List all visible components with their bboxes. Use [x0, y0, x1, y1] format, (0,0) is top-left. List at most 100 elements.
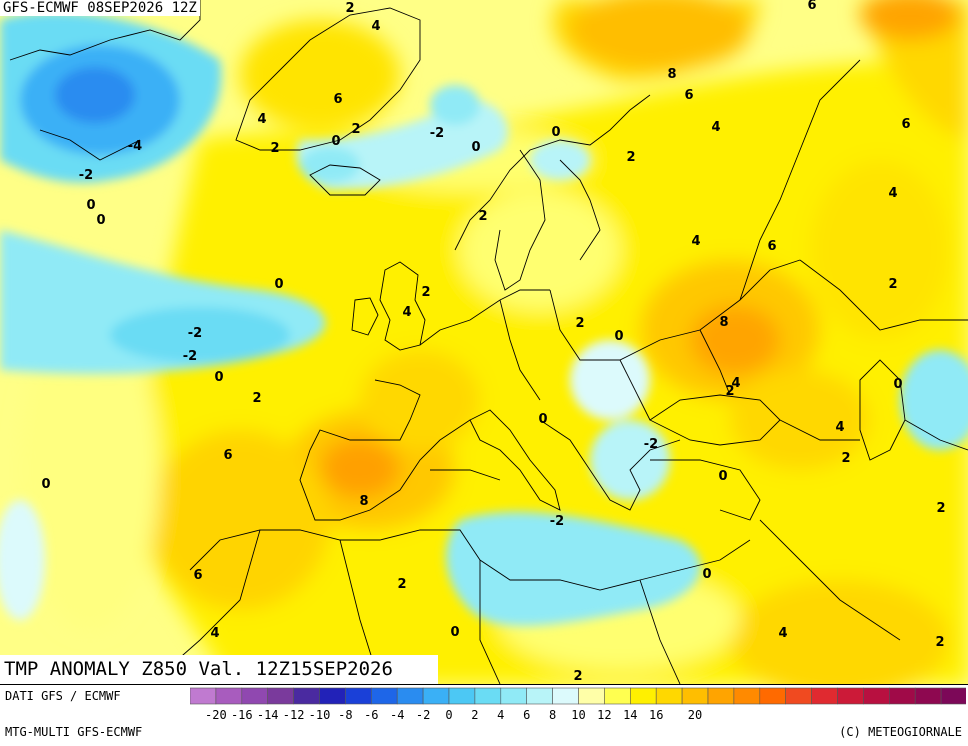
- legend-tick-label: -10: [309, 708, 331, 722]
- contour-label: 2: [252, 391, 261, 406]
- legend-swatch: [759, 687, 786, 705]
- contour-label: 2: [397, 577, 406, 592]
- contour-label: 4: [835, 420, 844, 435]
- legend-tick-label: -16: [231, 708, 253, 722]
- model-label: MTG-MULTI GFS-ECMWF: [5, 725, 143, 739]
- contour-label: -2: [183, 349, 197, 364]
- anomaly-map: 2 4 6 8 6 6 4 2 0 -2 0 0 4 6 -4 2 2 -2 0 0 2 4 4 6 0 2 2 4 2 8 0 -2 -2 0 4…: [0, 0, 968, 684]
- legend-swatch: [914, 687, 942, 705]
- legend-swatch: [371, 687, 398, 705]
- contour-label: 8: [719, 315, 728, 330]
- color-legend: -20 -16 -14 -12 -10 -8 -6 -4 -2 0 2 4 6 8 10 12 14 16 20: [190, 687, 966, 722]
- legend-tick-label: 20: [688, 708, 702, 722]
- contour-label: 6: [807, 0, 816, 13]
- contour-label: 0: [551, 125, 560, 140]
- legend-tick-label: 16: [649, 708, 663, 722]
- contour-label: 0: [893, 377, 902, 392]
- data-source-label: DATI GFS / ECMWF: [5, 689, 121, 703]
- legend-swatch: [888, 687, 916, 705]
- legend-swatch: [500, 687, 527, 705]
- contour-label: 4: [888, 186, 897, 201]
- legend-tick-label: -2: [416, 708, 430, 722]
- contour-label: 2: [478, 209, 487, 224]
- legend-swatch: [681, 687, 709, 705]
- contour-label: 4: [402, 305, 411, 320]
- contour-label: 0: [41, 477, 50, 492]
- contour-label: 2: [841, 451, 850, 466]
- legend-swatch: [241, 687, 268, 705]
- contour-label: 2: [935, 635, 944, 650]
- contour-label: 4: [711, 120, 720, 135]
- legend-tick-label: 8: [549, 708, 556, 722]
- legend-swatch: [785, 687, 812, 705]
- contour-label: 4: [371, 19, 380, 34]
- legend-swatch: [604, 687, 631, 705]
- contour-label: -2: [430, 126, 444, 141]
- contour-label: 0: [96, 213, 105, 228]
- header-run-info: GFS-ECMWF 08SEP2026 12Z: [0, 0, 200, 16]
- copyright-label: (C) METEOGIORNALE: [839, 725, 962, 739]
- contour-label: 4: [210, 626, 219, 641]
- legend-tick-label: 0: [445, 708, 452, 722]
- contour-label: 0: [450, 625, 459, 640]
- legend-tick-label: 14: [623, 708, 637, 722]
- contour-label: 0: [274, 277, 283, 292]
- contour-label: 0: [214, 370, 223, 385]
- contour-label: 2: [270, 141, 279, 156]
- legend-swatch: [422, 687, 450, 705]
- contour-label: 0: [331, 134, 340, 149]
- legend-tick-label: -20: [205, 708, 227, 722]
- legend-tick-label: -4: [390, 708, 404, 722]
- legend-tick-label: -8: [338, 708, 352, 722]
- legend-swatch: [552, 687, 579, 705]
- contour-label: 0: [86, 198, 95, 213]
- legend-swatch: [733, 687, 761, 705]
- contour-label: 2: [626, 150, 635, 165]
- legend-swatch: [655, 687, 683, 705]
- contour-label: 2: [421, 285, 430, 300]
- legend-swatch: [319, 687, 346, 705]
- contour-label: 4: [257, 112, 266, 127]
- contour-label: 2: [936, 501, 945, 516]
- contour-label: 0: [718, 469, 727, 484]
- contour-label: 2: [345, 1, 354, 16]
- legend-tick-label: 12: [597, 708, 611, 722]
- legend-tick-label: -12: [283, 708, 305, 722]
- legend-tick-label: 10: [571, 708, 585, 722]
- contour-label: 2: [573, 669, 582, 684]
- legend-tick-label: 2: [471, 708, 478, 722]
- contour-label: 6: [193, 568, 202, 583]
- legend-swatch: [863, 687, 890, 705]
- legend-swatch: [707, 687, 735, 705]
- legend-swatch: [267, 687, 294, 705]
- contour-label: 0: [471, 140, 480, 155]
- contour-label: 4: [691, 234, 700, 249]
- legend-swatch: [190, 687, 217, 705]
- contour-label: 2: [725, 384, 734, 399]
- legend-swatch: [578, 687, 605, 705]
- contour-label: 2: [888, 277, 897, 292]
- legend-swatch: [293, 687, 320, 705]
- legend-tick-label: 4: [497, 708, 504, 722]
- contour-label: 0: [614, 329, 623, 344]
- contour-label: 6: [223, 448, 232, 463]
- legend-swatch: [811, 687, 838, 705]
- legend-swatch: [526, 687, 553, 705]
- contour-label: 4: [731, 376, 740, 391]
- contour-label: 6: [333, 92, 342, 107]
- contour-label: 8: [359, 494, 368, 509]
- legend-swatch: [629, 687, 657, 705]
- contour-label: 6: [684, 88, 693, 103]
- contour-label: -2: [188, 326, 202, 341]
- contour-label: -2: [550, 514, 564, 529]
- contour-label: 2: [575, 316, 584, 331]
- footer: DATI GFS / ECMWF MTG-MULTI GFS-ECMWF (C)…: [0, 684, 968, 746]
- contour-label: 6: [901, 117, 910, 132]
- contour-label: -2: [644, 437, 658, 452]
- contour-label: 4: [778, 626, 787, 641]
- contour-label: 8: [667, 67, 676, 82]
- contour-label: 0: [702, 567, 711, 582]
- legend-swatch: [345, 687, 372, 705]
- contour-label: -4: [128, 139, 142, 154]
- legend-swatch: [837, 687, 864, 705]
